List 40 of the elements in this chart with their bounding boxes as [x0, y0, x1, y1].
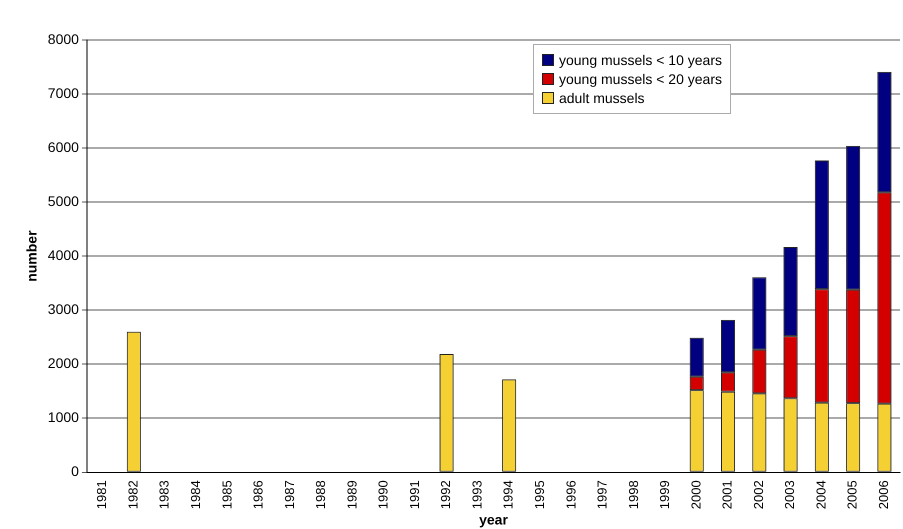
y-tick-label: 6000 [48, 138, 80, 155]
y-tick-label: 5000 [48, 192, 80, 209]
x-tick-label: 2006 [876, 480, 891, 510]
y-tick-label: 3000 [48, 301, 80, 318]
x-tick-label: 2000 [688, 480, 704, 510]
x-tick-label: 1982 [125, 480, 140, 510]
x-tick-label: 2003 [782, 480, 798, 510]
y-tick-label: 8000 [48, 30, 80, 47]
x-tick-label: 1996 [563, 480, 578, 510]
x-tick-label: 2005 [844, 480, 860, 510]
x-axis-title: year [479, 511, 508, 528]
x-tick-label: 1999 [657, 480, 672, 510]
x-tick-label: 1983 [156, 480, 172, 510]
y-tick-label: 0 [71, 463, 80, 480]
x-tick-label: 1988 [313, 480, 328, 510]
x-tick-label: 2002 [750, 480, 766, 510]
y-tick-label: 4000 [48, 247, 80, 263]
x-tick-label: 1989 [344, 480, 360, 510]
legend-label: young mussels < 20 years [558, 71, 722, 87]
x-tick-label: 1987 [282, 480, 297, 510]
x-tick-label: 1985 [219, 480, 234, 510]
x-tick-label: 1997 [594, 480, 610, 510]
x-tick-label: 1995 [532, 480, 547, 510]
y-tick-label: 1000 [48, 409, 80, 426]
x-tick-label: 1990 [376, 480, 391, 510]
x-tick-label: 1981 [94, 480, 110, 510]
legend-label: young mussels < 10 years [558, 52, 722, 68]
y-tick-label: 2000 [48, 355, 80, 372]
x-tick-label: 2001 [720, 480, 735, 510]
x-tick-label: 1993 [469, 480, 484, 510]
x-tick-label: 1992 [438, 480, 454, 510]
x-tick-label: 1984 [188, 480, 203, 510]
x-tick-label: 1998 [626, 480, 641, 510]
x-tick-label: 1994 [500, 480, 516, 510]
x-tick-label: 1991 [406, 480, 422, 510]
y-axis-title: number [23, 230, 40, 282]
x-tick-label: 2004 [813, 480, 828, 510]
y-tick-label: 7000 [48, 84, 80, 101]
x-tick-label: 1986 [250, 480, 266, 510]
legend-label: adult mussels [558, 90, 645, 106]
